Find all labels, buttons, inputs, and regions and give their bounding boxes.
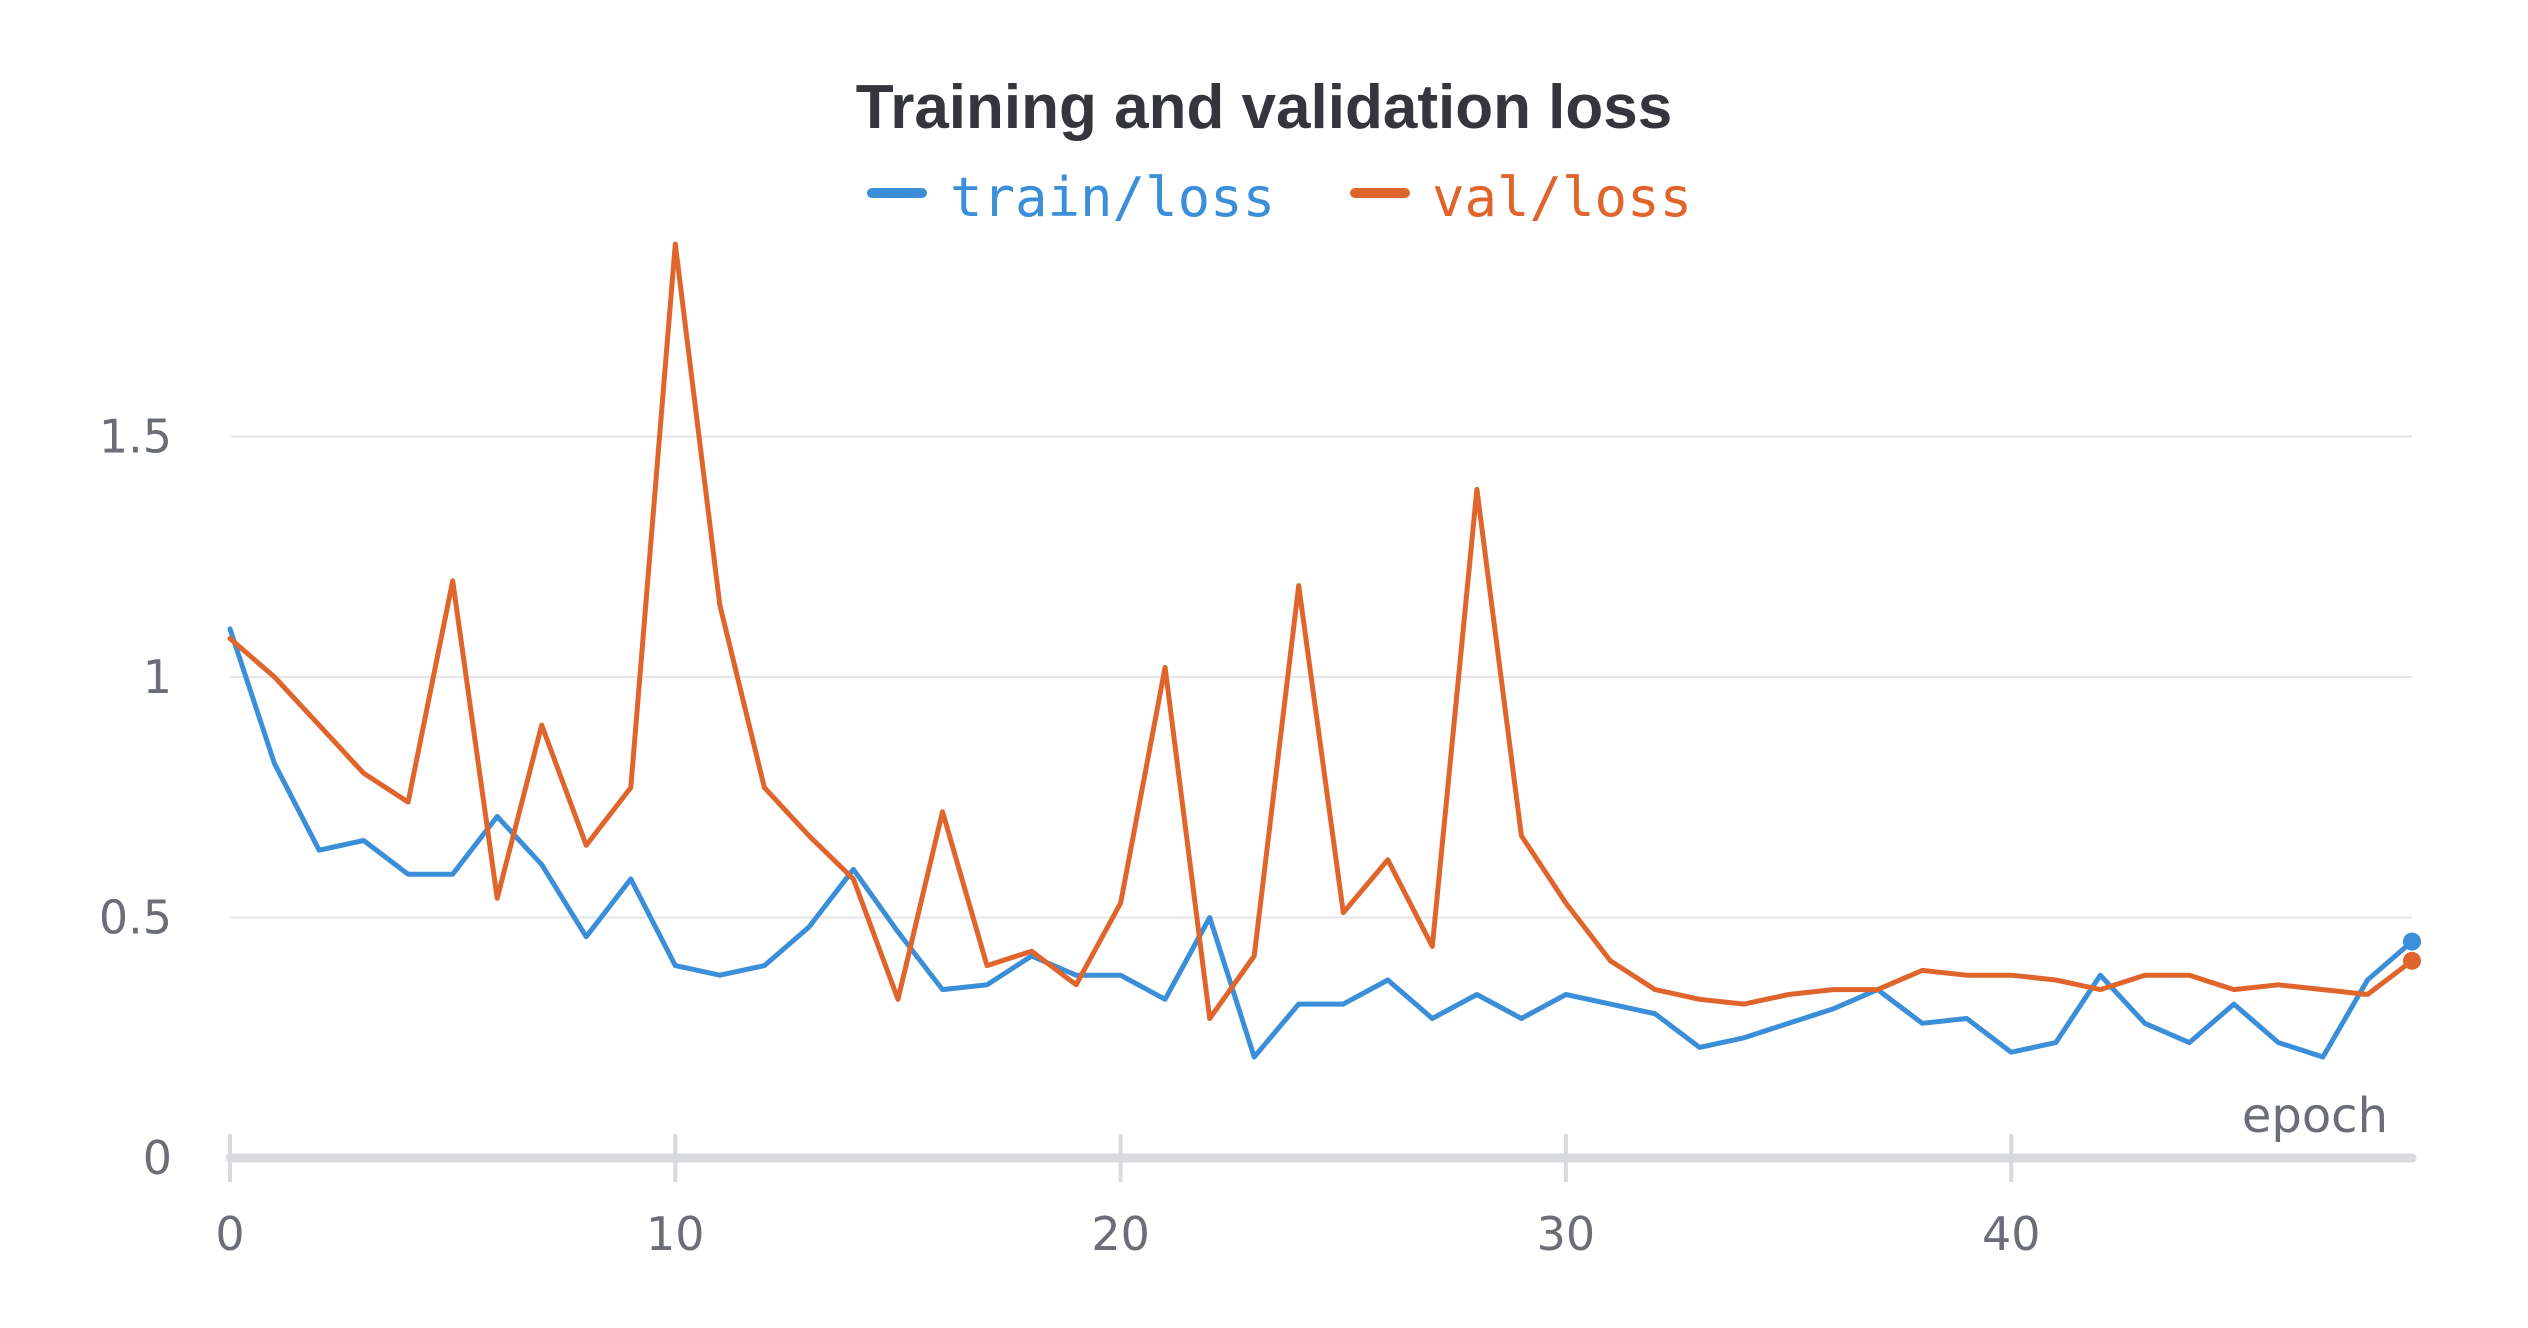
x-tick-label: 30: [1537, 1207, 1596, 1261]
grid: [230, 435, 2412, 919]
axes: 0 0.5 1 1.5 0 10 20 30 40: [99, 410, 2417, 1261]
plot-area: [227, 241, 2421, 1060]
y-tick-label: 0: [143, 1131, 172, 1185]
legend: train/loss val/loss: [867, 166, 1692, 229]
legend-label-val-loss: val/loss: [1432, 166, 1692, 229]
legend-label-train-loss: train/loss: [950, 166, 1275, 229]
x-tick-label: 20: [1091, 1207, 1150, 1261]
chart-title: Training and validation loss: [856, 73, 1672, 142]
y-tick-label: 1.5: [99, 410, 172, 464]
series-line-train-loss: [227, 626, 2415, 1060]
series-end-point-val-loss: [2403, 951, 2421, 970]
series-end-point-train-loss: [2403, 932, 2421, 951]
y-tick-label: 0.5: [99, 891, 172, 945]
x-tick-label: 0: [215, 1207, 244, 1261]
series-line-val-loss: [227, 241, 2415, 1021]
x-axis-label: epoch: [2242, 1088, 2388, 1144]
y-tick-label: 1: [143, 650, 172, 704]
x-tick-label: 10: [646, 1207, 705, 1261]
x-tick-label: 40: [1982, 1207, 2041, 1261]
